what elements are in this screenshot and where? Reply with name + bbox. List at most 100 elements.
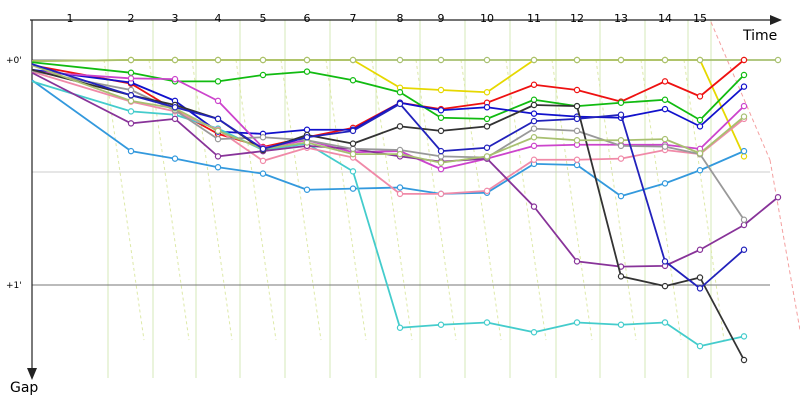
series-point [774,194,782,201]
series-point [573,156,581,163]
series-point [396,150,404,158]
series-point [259,157,267,165]
series-line [31,68,745,361]
lap-leader [415,59,457,341]
series-point [214,115,222,123]
series-point [573,115,581,123]
series-point [303,56,311,64]
y-tick-label: +1' [6,281,22,291]
series-point [127,92,135,99]
lap-label: 15 [693,12,707,25]
series-point [696,342,704,350]
series-point [530,96,538,103]
series-point [661,105,669,113]
lap-leader [325,59,367,341]
lap-leader [191,59,233,341]
series-point [127,56,135,64]
leader-red-2 [769,159,800,331]
series-point [530,101,538,109]
lap-label: 5 [260,12,267,25]
series-point [396,184,404,191]
series-point [661,143,669,150]
series-point [740,356,748,364]
series-point [573,137,581,144]
series-point [303,139,311,146]
series-point [437,165,445,173]
series-point [303,68,311,75]
series-point [530,329,538,336]
lap-leader [280,59,322,341]
series-point [696,246,704,253]
series-point [483,104,491,111]
series-point [214,153,222,160]
series-point [483,187,491,195]
series-point [303,186,311,193]
lap-leader [148,59,190,341]
series-point [171,56,179,64]
series-point [617,99,625,106]
lap-leader [235,59,277,341]
series-point [696,123,704,130]
series-point [740,102,748,110]
series-point [349,185,357,192]
series-point [437,159,445,166]
series-point [259,170,267,177]
lap-leader [460,59,502,341]
series-point [303,134,311,141]
series-point [214,56,222,64]
lap-leader [103,59,145,341]
y-axis-title: Gap [10,380,38,396]
lap-label: 13 [614,12,628,25]
lap-labels: 1 2 3 4 5 6 7 8 9 10 11 12 13 14 15 [67,12,708,25]
series-point [740,113,748,120]
series-12 [31,64,748,166]
series-point [396,190,404,198]
series-point [437,107,445,114]
series-point [171,104,179,111]
series-point [437,127,445,135]
x-axis-arrow [770,15,782,25]
lap-leader [371,59,413,341]
series-point [774,56,782,64]
series-point [661,258,669,265]
grid [32,20,800,378]
lap-leader [683,59,725,341]
lap-leader [595,59,637,341]
series-point [661,180,669,187]
lap-label: 10 [480,12,494,25]
series-point [617,321,625,328]
series-point [349,77,357,84]
series-point [483,144,491,151]
series-point [396,123,404,130]
series-point [214,97,222,105]
series-point [740,147,748,155]
series-point [437,190,445,198]
series-point [661,282,669,290]
series-point [259,56,267,64]
series-3 [31,61,748,124]
lap-label: 9 [438,12,445,25]
series-point [661,78,669,85]
series-point [696,116,704,124]
series-point [437,86,445,94]
series-point [214,78,222,85]
series-point [617,56,625,64]
series-point [437,153,445,160]
series-point [740,216,748,223]
series-point [740,83,748,90]
series-line [31,63,745,290]
series-point [740,71,748,79]
lap-leader [505,59,547,341]
series-point [573,127,581,135]
series-point [530,156,538,163]
series-point [573,319,581,326]
series-point [617,192,625,200]
series-point [349,145,357,153]
series-point [530,56,538,64]
series-line [31,69,745,221]
series-point [349,150,357,158]
series-point [127,86,135,94]
series-point [696,274,704,281]
series-point [530,203,538,210]
